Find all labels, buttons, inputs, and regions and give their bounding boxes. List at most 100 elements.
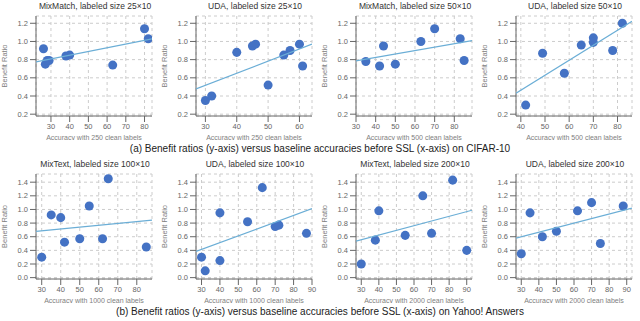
svg-text:0.4: 0.4 xyxy=(338,246,348,255)
svg-text:0.4: 0.4 xyxy=(18,92,28,101)
svg-text:0.6: 0.6 xyxy=(338,73,348,82)
svg-text:80: 80 xyxy=(445,285,453,294)
svg-text:0.2: 0.2 xyxy=(18,110,28,119)
svg-text:0.2: 0.2 xyxy=(338,110,348,119)
svg-text:Benefit Ratio: Benefit Ratio xyxy=(160,205,169,248)
svg-text:40: 40 xyxy=(535,285,543,294)
svg-text:Benefit Ratio: Benefit Ratio xyxy=(320,45,329,88)
svg-text:60: 60 xyxy=(295,122,303,131)
svg-text:Benefit Ratio: Benefit Ratio xyxy=(160,45,169,88)
svg-text:60: 60 xyxy=(95,285,103,294)
svg-text:70: 70 xyxy=(587,285,595,294)
svg-text:0.6: 0.6 xyxy=(18,232,28,241)
svg-text:70: 70 xyxy=(589,122,597,131)
svg-text:1.0: 1.0 xyxy=(18,205,28,214)
svg-text:1.0: 1.0 xyxy=(338,205,348,214)
svg-text:Accuracy with 250 clean labels: Accuracy with 250 clean labels xyxy=(46,134,142,140)
svg-text:30: 30 xyxy=(352,122,360,131)
svg-text:50: 50 xyxy=(392,285,400,294)
svg-text:60: 60 xyxy=(570,285,578,294)
svg-text:0.6: 0.6 xyxy=(178,73,188,82)
svg-text:40: 40 xyxy=(57,285,65,294)
svg-text:1.2: 1.2 xyxy=(18,191,28,200)
svg-text:Accuracy with 1000 clean label: Accuracy with 1000 clean labels xyxy=(204,297,304,303)
svg-text:0.6: 0.6 xyxy=(498,73,508,82)
svg-text:1.0: 1.0 xyxy=(18,37,28,46)
svg-text:0.8: 0.8 xyxy=(498,55,508,64)
svg-text:80: 80 xyxy=(613,122,621,131)
svg-text:0.4: 0.4 xyxy=(498,92,508,101)
svg-text:60: 60 xyxy=(410,285,418,294)
svg-text:50: 50 xyxy=(264,122,272,131)
svg-text:0.6: 0.6 xyxy=(498,232,508,241)
svg-text:70: 70 xyxy=(430,122,438,131)
svg-text:60: 60 xyxy=(565,122,573,131)
svg-text:0.8: 0.8 xyxy=(18,55,28,64)
svg-text:Accuracy with 500 clean labels: Accuracy with 500 clean labels xyxy=(526,134,622,140)
svg-text:60: 60 xyxy=(411,122,419,131)
svg-text:30: 30 xyxy=(197,285,205,294)
svg-text:Benefit Ratio: Benefit Ratio xyxy=(480,205,489,248)
svg-text:40: 40 xyxy=(517,122,525,131)
svg-text:Benefit Ratio: Benefit Ratio xyxy=(320,205,329,248)
svg-text:80: 80 xyxy=(133,285,141,294)
svg-text:40: 40 xyxy=(216,285,224,294)
svg-text:30: 30 xyxy=(47,122,55,131)
svg-text:1.4: 1.4 xyxy=(178,178,188,187)
svg-text:1.2: 1.2 xyxy=(498,19,508,28)
svg-text:0.2: 0.2 xyxy=(18,260,28,269)
svg-text:1.0: 1.0 xyxy=(498,37,508,46)
svg-text:1.2: 1.2 xyxy=(18,19,28,28)
svg-text:30: 30 xyxy=(357,285,365,294)
svg-text:1.2: 1.2 xyxy=(338,19,348,28)
svg-text:0.0: 0.0 xyxy=(338,273,348,282)
svg-text:0.4: 0.4 xyxy=(338,92,348,101)
svg-text:80: 80 xyxy=(289,285,297,294)
svg-text:1.2: 1.2 xyxy=(178,19,188,28)
svg-text:0.0: 0.0 xyxy=(18,273,28,282)
svg-text:0.4: 0.4 xyxy=(18,246,28,255)
svg-text:80: 80 xyxy=(605,285,613,294)
svg-text:Accuracy with 500 clean labels: Accuracy with 500 clean labels xyxy=(366,134,462,140)
svg-text:0.2: 0.2 xyxy=(338,260,348,269)
svg-text:0.6: 0.6 xyxy=(178,232,188,241)
svg-text:1.2: 1.2 xyxy=(338,191,348,200)
svg-text:0.8: 0.8 xyxy=(338,55,348,64)
svg-text:1.2: 1.2 xyxy=(178,191,188,200)
svg-text:1.4: 1.4 xyxy=(498,178,508,187)
svg-text:0.4: 0.4 xyxy=(178,92,188,101)
svg-text:Benefit Ratio: Benefit Ratio xyxy=(480,45,489,88)
svg-text:1.4: 1.4 xyxy=(18,178,28,187)
svg-text:70: 70 xyxy=(122,122,130,131)
svg-text:50: 50 xyxy=(552,285,560,294)
svg-text:90: 90 xyxy=(463,285,471,294)
svg-text:70: 70 xyxy=(427,285,435,294)
svg-text:50: 50 xyxy=(76,285,84,294)
svg-text:70: 70 xyxy=(271,285,279,294)
svg-text:1.0: 1.0 xyxy=(178,37,188,46)
svg-text:0.2: 0.2 xyxy=(178,260,188,269)
svg-text:1.0: 1.0 xyxy=(178,205,188,214)
svg-text:1.2: 1.2 xyxy=(498,191,508,200)
svg-text:Accuracy with 2000 clean label: Accuracy with 2000 clean labels xyxy=(524,297,624,303)
svg-text:40: 40 xyxy=(375,285,383,294)
svg-text:60: 60 xyxy=(253,285,261,294)
svg-text:1.4: 1.4 xyxy=(338,178,348,187)
svg-text:50: 50 xyxy=(84,122,92,131)
svg-text:50: 50 xyxy=(541,122,549,131)
svg-text:Accuracy with 1000 clean label: Accuracy with 1000 clean labels xyxy=(44,297,144,303)
svg-text:0.4: 0.4 xyxy=(498,246,508,255)
svg-text:0.4: 0.4 xyxy=(178,246,188,255)
svg-text:1.0: 1.0 xyxy=(338,37,348,46)
svg-text:90: 90 xyxy=(623,285,631,294)
svg-text:50: 50 xyxy=(234,285,242,294)
svg-text:0.8: 0.8 xyxy=(178,219,188,228)
svg-text:40: 40 xyxy=(66,122,74,131)
svg-text:70: 70 xyxy=(114,285,122,294)
svg-text:1.0: 1.0 xyxy=(498,205,508,214)
svg-text:90: 90 xyxy=(308,285,316,294)
svg-text:30: 30 xyxy=(517,285,525,294)
svg-text:50: 50 xyxy=(391,122,399,131)
svg-text:40: 40 xyxy=(233,122,241,131)
svg-text:0.8: 0.8 xyxy=(178,55,188,64)
